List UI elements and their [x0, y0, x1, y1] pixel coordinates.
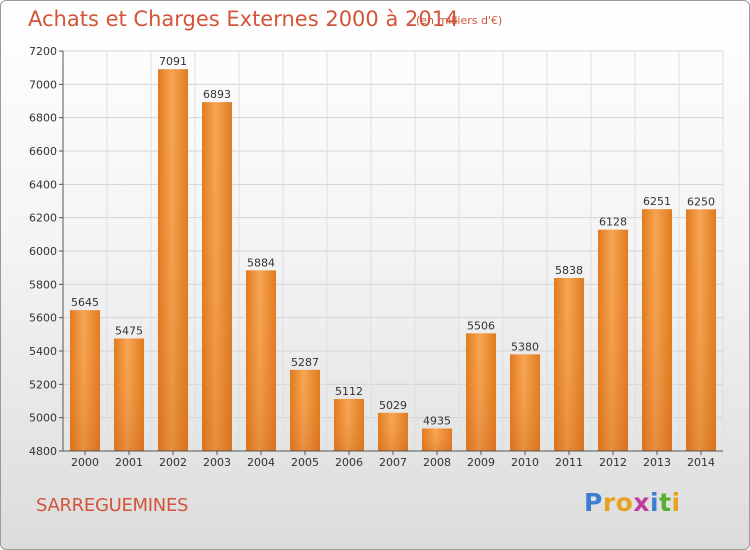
- x-tick-label: 2010: [511, 456, 539, 469]
- bar-shade: [466, 333, 496, 451]
- y-tick-label: 5200: [29, 378, 57, 391]
- logo-letter: o: [615, 488, 634, 517]
- bar-value-label: 5506: [467, 319, 495, 332]
- y-tick-label: 6400: [29, 178, 57, 191]
- x-tick-label: 2011: [555, 456, 583, 469]
- x-tick-label: 2000: [71, 456, 99, 469]
- x-tick-label: 2008: [423, 456, 451, 469]
- bar-value-label: 5287: [291, 356, 319, 369]
- y-tick-label: 4800: [29, 445, 57, 458]
- y-tick-label: 6600: [29, 145, 57, 158]
- bars-layer: [70, 69, 716, 452]
- x-tick-label: 2009: [467, 456, 495, 469]
- y-tick-label: 5400: [29, 345, 57, 358]
- bar-value-label: 5112: [335, 385, 363, 398]
- bar-value-label: 5884: [247, 256, 275, 269]
- bar-value-label: 6250: [687, 195, 715, 208]
- y-tick-label: 6200: [29, 212, 57, 225]
- y-tick-label: 5800: [29, 278, 57, 291]
- bar-value-label: 6893: [203, 88, 231, 101]
- y-tick-label: 6000: [29, 245, 57, 258]
- bar-shade: [642, 209, 672, 451]
- bar-shade: [378, 412, 408, 451]
- x-tick-label: 2006: [335, 456, 363, 469]
- bar-shade: [246, 270, 276, 451]
- bar-shade: [554, 278, 584, 451]
- bar-shade: [598, 229, 628, 451]
- bar-value-label: 6251: [643, 195, 671, 208]
- logo-letter: i: [671, 488, 681, 517]
- x-tick-label: 2003: [203, 456, 231, 469]
- y-tick-label: 7000: [29, 78, 57, 91]
- bar-value-label: 6128: [599, 216, 627, 229]
- chart-subtitle: (en milliers d'€): [416, 14, 503, 27]
- y-tick-label: 5000: [29, 412, 57, 425]
- logo-letter: i: [650, 488, 660, 517]
- bar-value-label: 5380: [511, 340, 539, 353]
- bar-value-label: 7091: [159, 55, 187, 68]
- logo-letter: t: [659, 488, 672, 517]
- x-tick-label: 2004: [247, 456, 275, 469]
- x-tick-label: 2001: [115, 456, 143, 469]
- bar-value-label: 4935: [423, 415, 451, 428]
- bar-shade: [422, 428, 452, 451]
- bar-shade: [158, 69, 188, 452]
- logo-letter: r: [602, 488, 616, 517]
- bar-value-label: 5838: [555, 264, 583, 277]
- y-tick-label: 5600: [29, 312, 57, 325]
- x-tick-label: 2012: [599, 456, 627, 469]
- logo-letter: x: [633, 488, 650, 517]
- y-tick-label: 7200: [29, 45, 57, 58]
- bar-shade: [290, 369, 320, 451]
- x-tick-label: 2002: [159, 456, 187, 469]
- bar-value-label: 5475: [115, 325, 143, 338]
- y-tick-label: 6800: [29, 112, 57, 125]
- bar-shade: [686, 209, 716, 451]
- x-tick-label: 2005: [291, 456, 319, 469]
- proxiti-logo: Proxiti: [584, 488, 681, 517]
- bar-shade: [202, 102, 232, 452]
- bar-shade: [510, 354, 540, 451]
- bar-shade: [334, 399, 364, 451]
- axis-layer: 4800 5000 5200 5400 5600 5800 6000 6200 6400 6600…: [29, 45, 723, 469]
- commune-name: SARREGUEMINES: [36, 495, 189, 516]
- logo-letter: P: [584, 488, 603, 517]
- bar-value-label: 5645: [71, 296, 99, 309]
- x-tick-label: 2007: [379, 456, 407, 469]
- x-tick-label: 2014: [687, 456, 715, 469]
- chart-title: Achats et Charges Externes 2000 à 2014: [28, 7, 459, 31]
- bar-shade: [70, 310, 100, 451]
- bar-value-label: 5029: [379, 399, 407, 412]
- x-tick-label: 2013: [643, 456, 671, 469]
- bar-shade: [114, 338, 144, 451]
